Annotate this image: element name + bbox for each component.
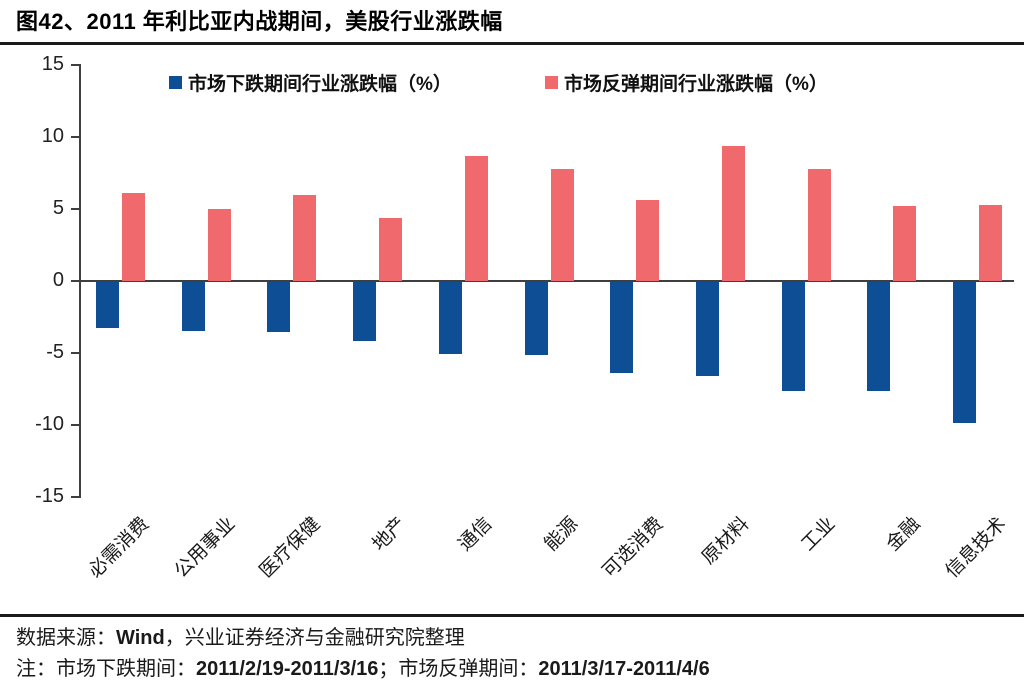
note-prefix: 注：市场下跌期间：: [16, 658, 196, 680]
legend-swatch-decline: [169, 76, 182, 89]
x-axis-label: 金融: [882, 513, 925, 556]
x-axis-label: 能源: [540, 513, 583, 556]
page-title: 图42、2011 年利比亚内战期间，美股行业涨跌幅: [16, 9, 503, 34]
y-axis-label: -15: [35, 485, 64, 507]
bar-decline-5: [439, 282, 462, 354]
x-axis-label: 通信: [454, 513, 497, 556]
bar-rebound-11: [979, 205, 1002, 281]
x-axis-label: 原材料: [698, 513, 754, 569]
y-axis-label: -5: [46, 341, 64, 363]
bar-rebound-7: [636, 200, 659, 281]
bar-decline-6: [525, 282, 548, 355]
bar-decline-2: [182, 282, 205, 331]
bar-decline-7: [610, 282, 633, 373]
x-axis-label: 公用事业: [170, 513, 240, 583]
data-source: 数据来源：Wind，兴业证券经济与金融研究院整理: [16, 621, 465, 650]
y-axis-label: 5: [52, 197, 64, 219]
y-axis-tick: [71, 280, 80, 282]
data-source-wind: Wind: [116, 627, 165, 649]
data-source-prefix: 数据来源：: [16, 627, 116, 649]
note: 注：市场下跌期间：2011/2/19-2011/3/16；市场反弹期间：2011…: [16, 652, 710, 681]
y-axis-tick: [71, 208, 80, 210]
bar-decline-10: [867, 282, 890, 391]
y-axis-tick: [71, 424, 80, 426]
x-axis-label: 可选消费: [598, 513, 668, 583]
note-rebound-range: 2011/3/17-2011/4/6: [538, 658, 710, 680]
legend-swatch-rebound: [545, 76, 558, 89]
y-axis-label: 15: [41, 53, 64, 75]
x-axis-label: 必需消费: [84, 513, 154, 583]
bar-rebound-9: [808, 169, 831, 281]
y-axis-tick: [71, 352, 80, 354]
title-divider: [0, 42, 1024, 45]
bar-rebound-6: [551, 169, 574, 281]
legend-label-rebound: 市场反弹期间行业涨跌幅（%）: [564, 74, 828, 95]
bar-rebound-8: [722, 146, 745, 281]
bar-rebound-3: [293, 195, 316, 281]
y-axis-label: -10: [35, 413, 64, 435]
x-axis-label: 信息技术: [941, 513, 1011, 583]
y-axis-label: 10: [41, 125, 64, 147]
bar-decline-9: [782, 282, 805, 391]
x-axis-label: 医疗保健: [255, 513, 325, 583]
bar-rebound-2: [208, 209, 231, 281]
bar-decline-11: [953, 282, 976, 423]
bar-decline-3: [267, 282, 290, 332]
y-axis-tick: [71, 136, 80, 138]
legend-label-decline: 市场下跌期间行业涨跌幅（%）: [188, 74, 452, 95]
bar-rebound-1: [122, 193, 145, 281]
footer-divider: [0, 614, 1024, 617]
bar-decline-4: [353, 282, 376, 341]
bar-decline-1: [96, 282, 119, 328]
bar-decline-8: [696, 282, 719, 376]
bar-rebound-5: [465, 156, 488, 281]
y-axis-tick: [71, 64, 80, 66]
note-mid: ；市场反弹期间：: [378, 658, 539, 680]
y-axis-label: 0: [52, 269, 64, 291]
note-decline-range: 2011/2/19-2011/3/16: [196, 658, 379, 680]
x-axis-label: 地产: [368, 513, 411, 556]
bar-rebound-10: [893, 206, 916, 281]
bar-rebound-4: [379, 218, 402, 281]
y-axis-tick: [71, 496, 80, 498]
x-axis-label: 工业: [797, 513, 840, 556]
data-source-rest: ，兴业证券经济与金融研究院整理: [164, 627, 465, 649]
zero-baseline: [79, 280, 1014, 282]
